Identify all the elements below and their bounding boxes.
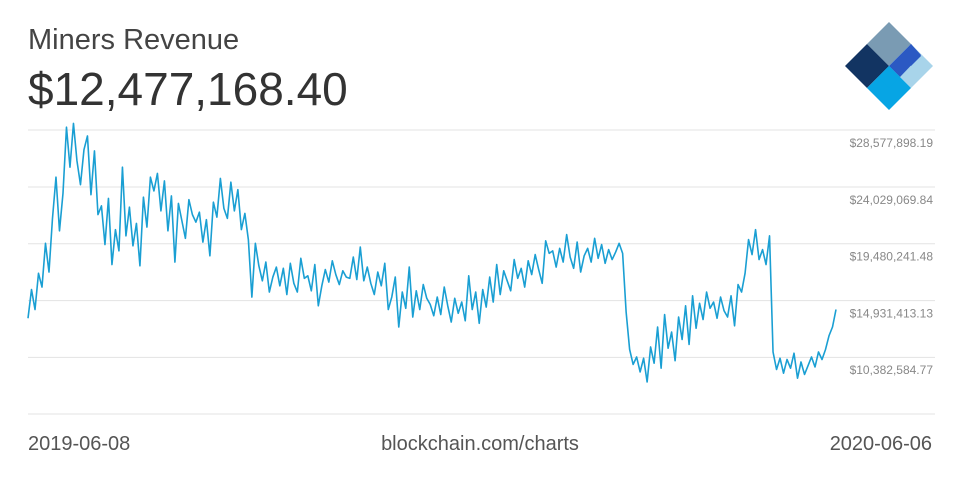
blockchain-logo-icon	[845, 22, 933, 110]
y-tick-label: $10,382,584.77	[850, 363, 934, 377]
current-value: $12,477,168.40	[28, 63, 348, 115]
revenue-series-line	[27, 122, 837, 383]
source-link[interactable]: blockchain.com/charts	[381, 433, 579, 455]
y-tick-label: $28,577,898.19	[850, 136, 934, 150]
grid-lines	[28, 129, 935, 415]
logo-bottom-mid	[878, 66, 900, 88]
y-tick-label: $14,931,413.13	[850, 306, 934, 320]
x-axis-start-label: 2019-06-08	[28, 433, 131, 455]
y-tick-label: $19,480,241.48	[850, 250, 934, 264]
x-axis-end-label: 2020-06-06	[829, 433, 932, 455]
chart-title: Miners Revenue	[28, 24, 240, 56]
logo-right-upper	[889, 44, 921, 77]
y-tick-label: $24,029,069.84	[850, 193, 934, 207]
y-axis-ticks: $10,382,584.77 $14,931,413.13 $19,480,241.…	[850, 136, 934, 377]
